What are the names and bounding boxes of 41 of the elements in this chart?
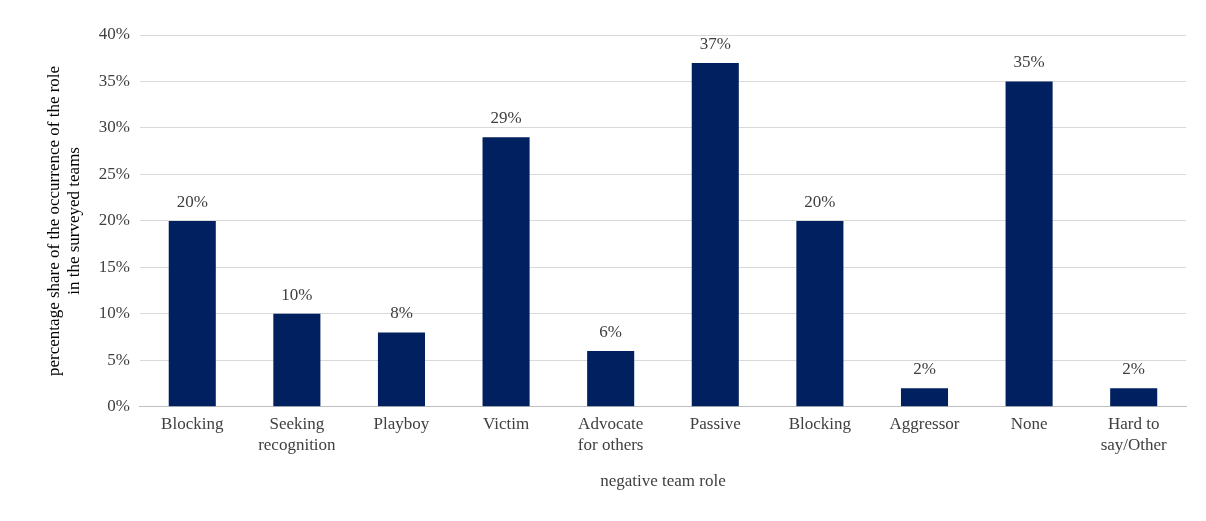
data-label: 2% xyxy=(913,359,936,379)
bar xyxy=(482,137,530,407)
y-tick-label: 40% xyxy=(98,24,130,44)
y-tick-label: 15% xyxy=(98,256,130,276)
data-label: 8% xyxy=(390,303,413,323)
x-tick-label: Blocking xyxy=(161,414,224,434)
bar xyxy=(1110,388,1158,407)
data-label: 20% xyxy=(176,191,208,211)
y-axis-title: percentage share of the occurrence of the role in the surveyed teams xyxy=(43,65,84,376)
x-tick-label: Passive xyxy=(689,414,741,434)
y-tick-label: 5% xyxy=(107,349,130,369)
y-tick-label: 30% xyxy=(98,117,130,137)
y-tick-label: 10% xyxy=(98,303,130,323)
x-tick-label: Blocking xyxy=(788,414,852,434)
bar xyxy=(587,351,635,407)
y-tick-label: 35% xyxy=(98,70,130,90)
x-tick-label: Playboy xyxy=(373,414,430,434)
y-tick-label: 0% xyxy=(107,396,130,416)
x-tick-label: Aggressor xyxy=(889,414,960,434)
data-label: 29% xyxy=(490,108,522,128)
data-label: 2% xyxy=(1122,359,1146,379)
data-label: 35% xyxy=(1013,52,1045,72)
bar xyxy=(900,388,949,407)
x-tick-label: Advocate for others xyxy=(577,414,644,454)
y-tick-label: 25% xyxy=(98,163,130,183)
x-tick-label: None xyxy=(1010,414,1048,434)
bar xyxy=(168,220,216,407)
data-label: 10% xyxy=(281,284,313,304)
data-label: 20% xyxy=(804,191,836,211)
x-axis-title: negative team role xyxy=(600,471,726,491)
data-label: 37% xyxy=(699,33,731,53)
x-tick-label: Hard to say/Other xyxy=(1100,414,1168,454)
data-label: 6% xyxy=(599,322,623,341)
x-tick-label: Seeking recognition xyxy=(258,414,337,454)
y-tick-label: 20% xyxy=(98,210,130,230)
bar xyxy=(796,220,844,407)
bar xyxy=(1005,81,1053,407)
bar xyxy=(273,313,321,407)
bar xyxy=(691,62,739,407)
x-tick-label: Victim xyxy=(482,414,530,434)
bar xyxy=(377,332,426,407)
